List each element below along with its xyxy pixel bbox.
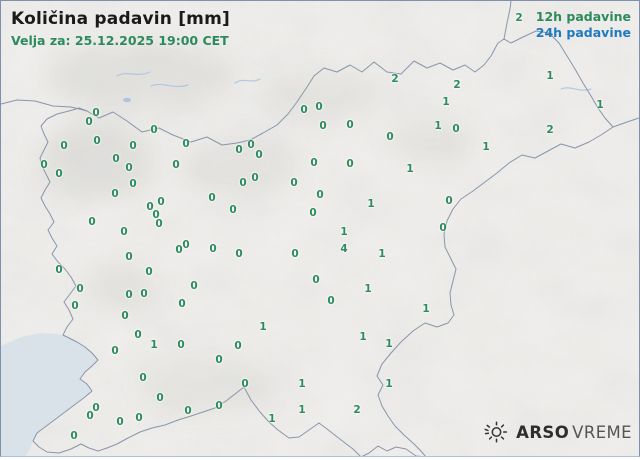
brand-vreme: VREME (572, 422, 632, 442)
neighbour-borders (1, 1, 639, 128)
rivers (116, 71, 592, 103)
brand-arso: ARSO (516, 422, 570, 442)
legend-toggle-12h-padavine[interactable]: 12h padavine (535, 9, 631, 24)
legend-toggle-24h-padavine[interactable]: 24h padavine (535, 24, 631, 40)
arso-vreme-logo[interactable]: ARSO VREME (483, 420, 632, 444)
legend: 12h padavine 24h padavine (536, 9, 631, 40)
adriatic-sea (1, 333, 98, 456)
hillshade (41, 46, 473, 414)
slovenia-border (32, 30, 614, 456)
weather-sun-icon (484, 421, 508, 443)
brand-text: ARSO VREME (516, 423, 632, 442)
